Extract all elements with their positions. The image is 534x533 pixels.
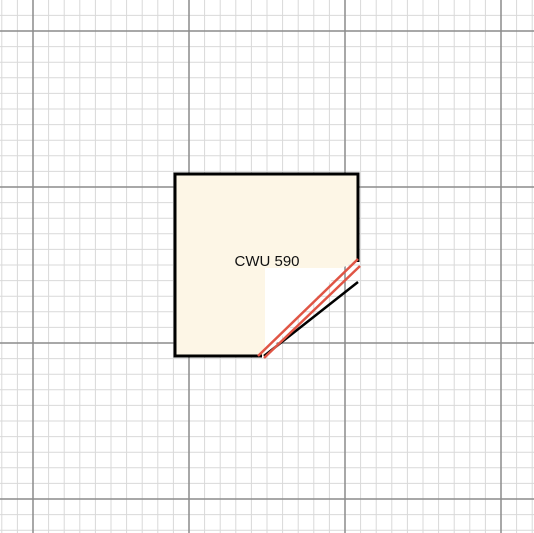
room-cwu-590[interactable]: CWU 590 [173, 172, 361, 359]
room-label: CWU 590 [234, 253, 299, 270]
door-opening-line [263, 265, 361, 359]
room-fill [175, 174, 358, 356]
room-wall [173, 172, 360, 358]
door-opening-line [257, 258, 359, 357]
